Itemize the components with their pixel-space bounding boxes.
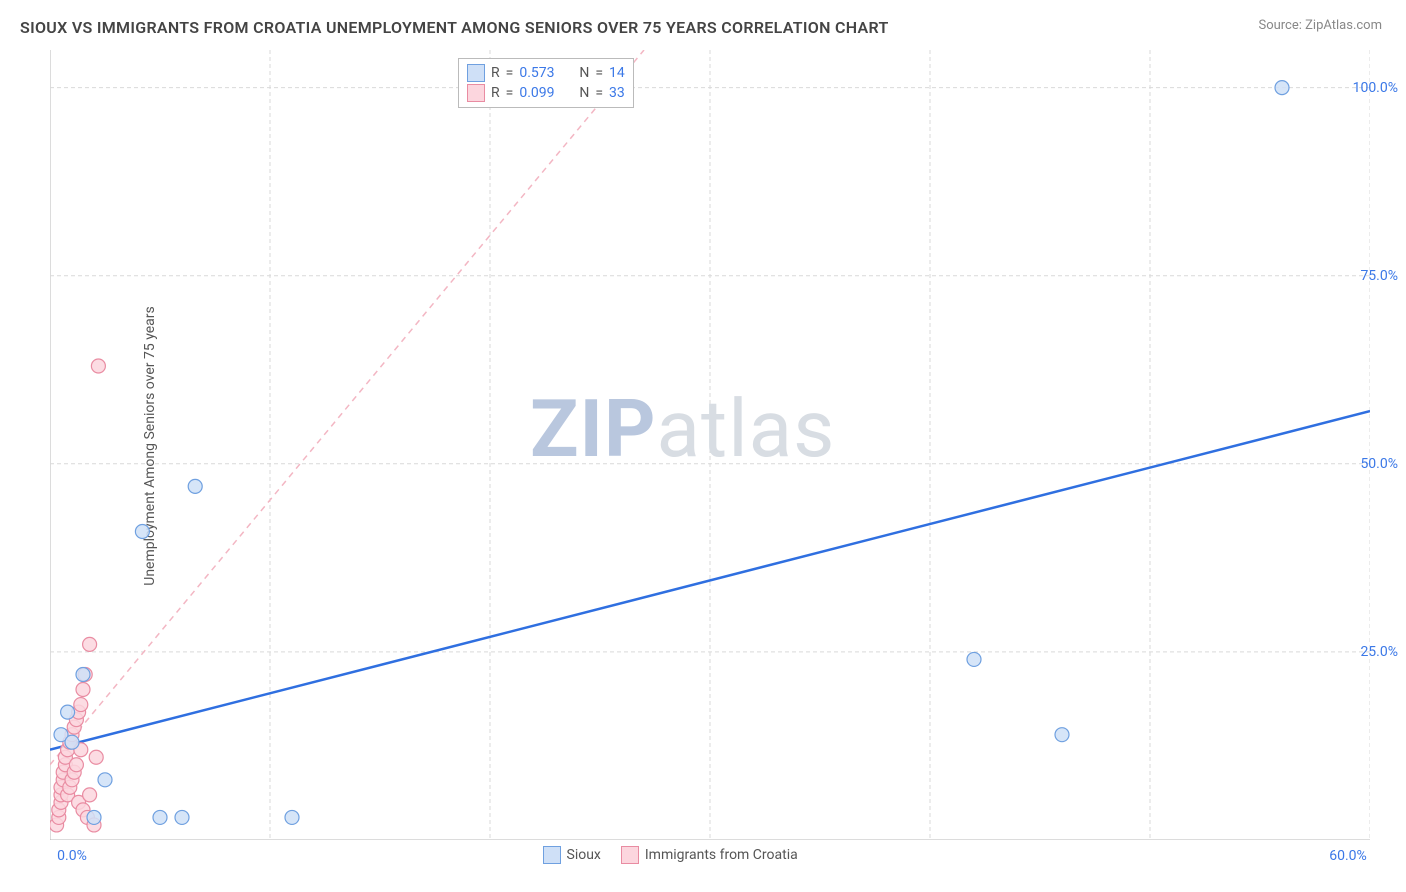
y-tick-label: 75.0% xyxy=(1360,268,1398,284)
legend-eq: = xyxy=(595,63,603,83)
y-tick-label: 50.0% xyxy=(1360,456,1398,472)
legend-swatch xyxy=(621,846,639,864)
legend-r-label: R xyxy=(491,63,500,83)
y-tick-label: 100.0% xyxy=(1353,80,1398,96)
legend-eq: = xyxy=(506,83,514,103)
legend-stats: R=0.573N=14R=0.099N=33 xyxy=(458,58,634,108)
legend-r-value: 0.099 xyxy=(519,83,573,103)
y-tick-label: 25.0% xyxy=(1360,644,1398,660)
legend-swatch xyxy=(543,846,561,864)
legend-series: Sioux Immigrants from Croatia xyxy=(543,846,798,864)
legend-swatch xyxy=(467,84,485,102)
legend-n-value: 14 xyxy=(609,63,625,83)
legend-r-label: R xyxy=(491,83,500,103)
legend-eq: = xyxy=(595,83,603,103)
legend-swatch xyxy=(467,64,485,82)
legend-series-name: Immigrants from Croatia xyxy=(645,847,798,863)
source-label: Source: ZipAtlas.com xyxy=(1258,18,1382,33)
x-tick-label: 0.0% xyxy=(57,848,87,864)
legend-series-name: Sioux xyxy=(567,847,601,863)
legend-n-label: N xyxy=(579,83,589,103)
legend-n-label: N xyxy=(579,63,589,83)
legend-r-value: 0.573 xyxy=(519,63,573,83)
scatter-plot xyxy=(50,50,1370,840)
legend-eq: = xyxy=(506,63,514,83)
legend-n-value: 33 xyxy=(609,83,625,103)
chart-title: SIOUX VS IMMIGRANTS FROM CROATIA UNEMPLO… xyxy=(20,18,889,37)
x-tick-label: 60.0% xyxy=(1329,848,1367,864)
